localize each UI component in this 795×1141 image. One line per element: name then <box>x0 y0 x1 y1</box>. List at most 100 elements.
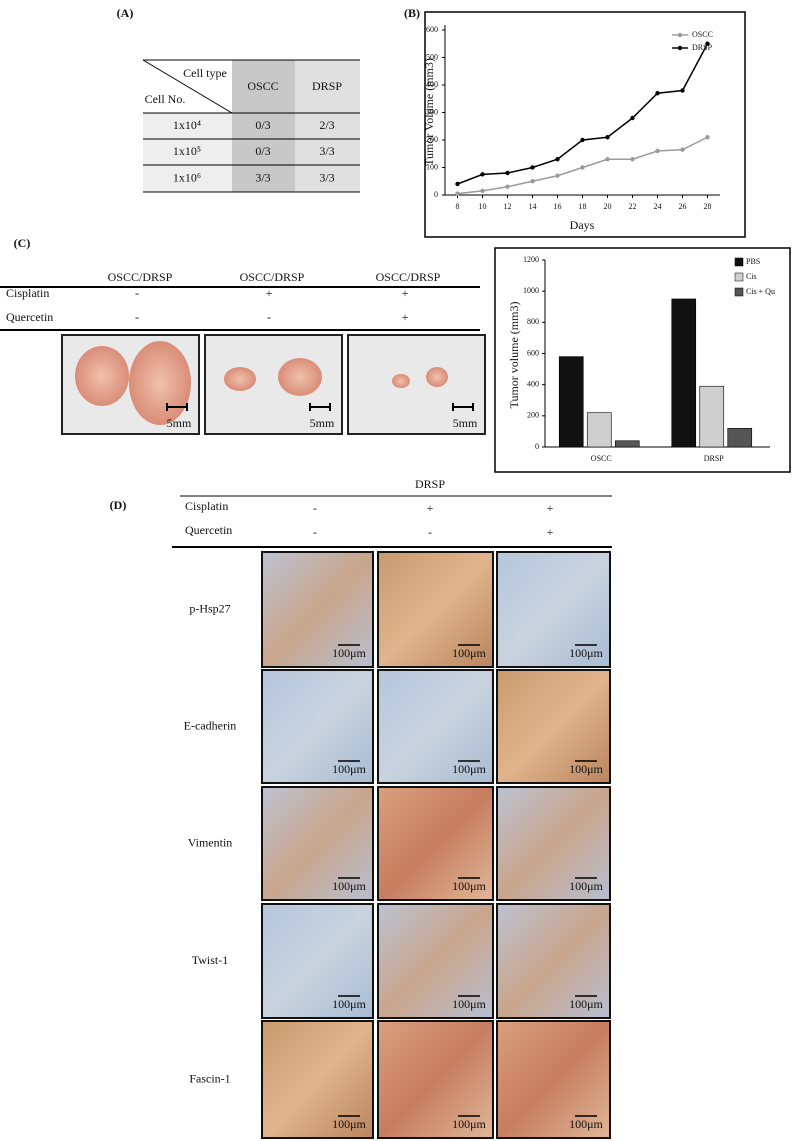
legend-swatch <box>734 272 744 282</box>
y-tick-label: 400 <box>426 80 438 89</box>
scale-label: 100μm <box>452 879 486 893</box>
x-axis-label: Days <box>570 218 595 232</box>
marker-label: Twist-1 <box>192 953 229 967</box>
treatment-sign: - <box>313 501 317 515</box>
table-cell: 2/3 <box>319 118 334 132</box>
ihc-image <box>496 903 611 1019</box>
scale-label: 100μm <box>332 997 366 1011</box>
data-point <box>705 135 710 140</box>
table-diagonal <box>142 59 233 114</box>
table-header: OSCC <box>247 79 278 93</box>
scale-label: 100μm <box>569 1117 603 1131</box>
data-point <box>455 181 460 187</box>
tumor <box>129 341 191 425</box>
x-tick-label: OSCC <box>591 454 612 463</box>
scale-label: 5mm <box>453 416 478 430</box>
ihc-image <box>377 669 494 784</box>
table-header: Cell No. <box>145 92 186 106</box>
marker-label: p-Hsp27 <box>189 601 230 615</box>
y-tick-label: 200 <box>426 135 438 144</box>
scale-label: 100μm <box>452 762 486 776</box>
chart-frame <box>494 247 791 473</box>
treatment-sign: - <box>267 310 271 324</box>
table-shade <box>232 60 295 192</box>
legend-swatch <box>677 32 683 38</box>
y-tick-label: 800 <box>527 317 539 326</box>
treatment-sign: + <box>547 525 554 539</box>
content: (A) (B) (C) (D) Cell type Cell No. OSCC DRSP 1x1… <box>0 6 775 1139</box>
table-cell: 1x10⁴ <box>173 118 201 132</box>
ihc-image <box>496 786 611 901</box>
data-point <box>505 170 510 176</box>
scale-label: 100μm <box>332 646 366 660</box>
y-axis-label: Tumor Volume (mm3) <box>422 58 436 166</box>
data-point <box>680 147 685 152</box>
row-label: Quercetin <box>185 523 232 537</box>
scale-label: 5mm <box>310 416 335 430</box>
x-tick-label: 22 <box>629 202 637 211</box>
panel-label: (C) <box>14 236 31 250</box>
legend-label: PBS <box>746 257 760 266</box>
x-tick-label: DRSP <box>704 454 725 463</box>
y-tick-label: 600 <box>527 348 539 357</box>
ihc-image <box>261 1020 374 1139</box>
legend-swatch <box>734 287 744 297</box>
y-tick-label: 0 <box>535 442 539 451</box>
x-tick-label: 12 <box>504 202 512 211</box>
table-cell: 3/3 <box>255 170 270 184</box>
ihc-image <box>377 551 494 668</box>
data-point <box>530 179 535 184</box>
data-point <box>480 172 485 177</box>
table-cell: 0/3 <box>255 144 270 158</box>
tumor <box>75 346 129 406</box>
x-tick-label: 16 <box>554 202 562 211</box>
data-point <box>655 148 660 154</box>
marker-label: Fascin-1 <box>189 1071 230 1085</box>
scale-label: 100μm <box>332 1117 366 1131</box>
treatment-sign: + <box>402 310 409 324</box>
y-axis-label: Tumor volume (mm3) <box>507 302 521 409</box>
ihc-image <box>261 903 374 1019</box>
group-label: OSCC/DRSP <box>376 270 441 284</box>
data-point <box>480 188 485 194</box>
y-tick-label: 1000 <box>523 286 539 295</box>
data-point <box>555 157 560 162</box>
data-point <box>630 157 635 162</box>
row-label: Cisplatin <box>6 286 49 300</box>
ihc-image <box>377 903 494 1019</box>
tumor <box>426 367 448 387</box>
table-header: DRSP <box>312 79 342 93</box>
legend-label: Cis + Qu <box>746 287 775 296</box>
treatment-sign: + <box>402 286 409 300</box>
bar <box>586 412 612 448</box>
marker-label: Vimentin <box>188 835 233 849</box>
treatment-sign: - <box>428 525 432 539</box>
legend-label: DRSP <box>692 43 713 52</box>
scale-bar <box>452 403 474 411</box>
photo <box>347 334 486 435</box>
chart-frame <box>424 11 746 238</box>
data-point <box>705 41 710 46</box>
scale-bar <box>166 403 188 411</box>
x-tick-label: 20 <box>604 202 612 211</box>
marker-label: E-cadherin <box>184 718 237 732</box>
treatment-sign: + <box>547 501 554 515</box>
y-tick-label: 1200 <box>523 255 539 264</box>
row-label: Quercetin <box>6 310 53 324</box>
scale-label: 5mm <box>167 416 192 430</box>
table-cell: 0/3 <box>255 118 270 132</box>
ihc-image <box>496 669 611 784</box>
table-cell: 3/3 <box>319 170 334 184</box>
scale-label: 100μm <box>569 646 603 660</box>
ihc-image <box>261 551 374 668</box>
panel-label: (A) <box>117 6 134 20</box>
y-tick-label: 0 <box>434 190 438 199</box>
ihc-image <box>377 1020 494 1139</box>
data-point <box>680 88 685 93</box>
legend-swatch <box>677 45 683 51</box>
bar <box>558 356 584 448</box>
legend-label: OSCC <box>692 30 713 39</box>
tumor <box>224 367 256 391</box>
scale-label: 100μm <box>332 762 366 776</box>
x-tick-label: 10 <box>479 202 487 211</box>
